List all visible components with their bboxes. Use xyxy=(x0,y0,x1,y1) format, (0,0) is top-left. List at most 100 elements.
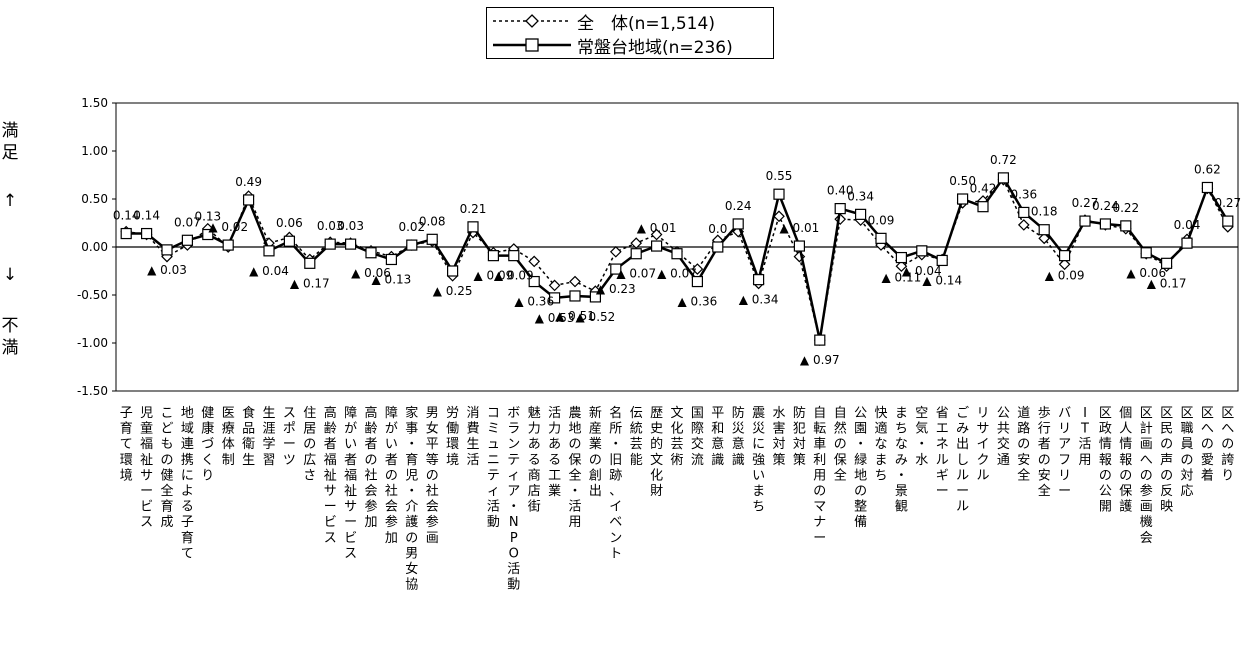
data-label: 0.09 xyxy=(868,213,895,227)
x-category-label: 歩行者の安全 xyxy=(1038,406,1051,499)
x-category-label: 快適なまち xyxy=(874,406,887,483)
point-region xyxy=(691,275,704,288)
x-category-label: 生涯学習 xyxy=(262,406,275,468)
point-region xyxy=(120,227,132,240)
side-label-satisfied: 満足 xyxy=(1,121,19,163)
x-category-label: 男女平等の社会参画 xyxy=(426,406,439,546)
x-category-label: 魅力ある商店街 xyxy=(528,406,541,515)
point-region xyxy=(304,257,316,269)
point-region xyxy=(875,232,887,244)
point-region xyxy=(1160,257,1173,269)
point-region xyxy=(732,218,744,230)
x-category-label: 公園・緑地の整備 xyxy=(854,406,867,530)
point-region xyxy=(956,193,969,205)
legend-marker-dotted-diamond-icon xyxy=(493,14,571,28)
x-category-label: 区政情報の公開 xyxy=(1099,406,1112,515)
data-label: 0.08 xyxy=(419,214,446,228)
x-category-label: 歴史的文化財 xyxy=(650,406,663,499)
point-region xyxy=(467,221,479,233)
data-label: ▲ 0.97 xyxy=(800,353,840,367)
point-region xyxy=(487,250,499,262)
point-overall xyxy=(1017,219,1030,231)
x-category-label: 児童福祉サービス xyxy=(140,406,153,530)
point-region xyxy=(508,250,520,262)
x-category-label: 高齢者福祉サービス xyxy=(324,405,337,546)
x-category-label: 防災意識 xyxy=(732,405,745,468)
x-category-label: 自然の保全 xyxy=(834,406,847,483)
x-category-label: 省エネルギー xyxy=(936,406,949,499)
x-category-label: 空気・水 xyxy=(915,406,928,468)
x-category-label: 伝統芸能 xyxy=(630,406,643,468)
x-category-label: 地域連携による子育て xyxy=(181,406,194,561)
data-label: ▲ 0.36 xyxy=(678,295,718,309)
legend-marker-solid-square-icon xyxy=(493,38,571,52)
data-label: 0.40 xyxy=(827,184,854,198)
point-region xyxy=(1140,247,1152,259)
data-label: ▲ 0.36 xyxy=(514,295,554,309)
x-category-label: 障がい者福祉サービス xyxy=(344,406,357,561)
point-region xyxy=(345,238,357,250)
data-label: ▲ 0.11 xyxy=(882,271,922,285)
data-label: ▲ 0.17 xyxy=(1147,276,1187,290)
data-label: ▲ 0.06 xyxy=(1126,266,1166,280)
x-category-label: 個人情報の保護 xyxy=(1119,406,1132,515)
point-region xyxy=(854,208,867,220)
data-label: 0.21 xyxy=(460,202,487,216)
data-label: 0.03 xyxy=(337,219,364,233)
y-tick-label: -0.50 xyxy=(77,288,108,302)
x-category-label: 防犯対策 xyxy=(793,405,806,468)
x-category-label: 水害対策 xyxy=(772,406,785,468)
x-category-label: リサイクル xyxy=(976,406,989,483)
data-label: ▲ 0.09 xyxy=(474,269,514,283)
point-region xyxy=(630,248,642,260)
x-category-label: ごみ出しルール xyxy=(956,405,969,515)
point-region xyxy=(447,265,459,277)
point-region xyxy=(263,245,275,257)
data-label: ▲ 0.17 xyxy=(290,276,330,290)
point-region xyxy=(1038,224,1050,236)
x-category-label: 自転車利用のマナー xyxy=(813,406,826,546)
data-label: 0.24 xyxy=(1092,199,1119,213)
point-overall xyxy=(569,275,581,288)
data-label: 0.62 xyxy=(1194,162,1221,176)
legend-label-region: 常盤台地域(n=236) xyxy=(577,37,733,58)
point-region xyxy=(589,291,602,303)
legend-item-overall: 全 体(n=1,514) xyxy=(491,10,715,34)
point-region xyxy=(793,240,806,252)
x-category-label: 公共交通 xyxy=(997,406,1010,468)
legend-label-overall: 全 体(n=1,514) xyxy=(577,13,715,34)
data-label: ▲ 0.51 xyxy=(555,309,595,323)
data-label: ▲ 0.09 xyxy=(1045,269,1085,283)
point-region xyxy=(222,239,234,251)
x-category-label: 消費生活 xyxy=(466,406,479,468)
point-overall xyxy=(528,255,541,268)
data-label: ▲ 0.07 xyxy=(657,267,697,281)
data-label: 0.13 xyxy=(194,210,221,224)
x-category-label: 区への誇り xyxy=(1221,406,1234,483)
x-category-label: 名所・旧跡、イベント xyxy=(609,405,622,561)
data-label: 0.07 xyxy=(174,215,201,229)
x-category-label: 労働環境 xyxy=(446,406,459,468)
point-region xyxy=(1181,237,1193,249)
point-region xyxy=(712,241,724,253)
point-region xyxy=(671,248,683,260)
data-label: ▲ 0.25 xyxy=(433,284,473,298)
x-category-label: 国際交流 xyxy=(691,406,704,468)
data-label: ▲ 0.04 xyxy=(902,264,942,278)
x-category-label: 家事・育児・介護の男女協 xyxy=(405,405,418,593)
data-label: 0.02 xyxy=(398,220,425,234)
data-label: ▲ 0.52 xyxy=(576,310,616,324)
point-overall xyxy=(548,279,561,292)
data-label: ▲ 0.53 xyxy=(535,311,575,325)
x-category-label: 区への愛着 xyxy=(1201,406,1214,483)
point-region xyxy=(141,227,153,240)
data-label: 0.72 xyxy=(990,153,1017,167)
point-region xyxy=(1099,218,1112,230)
point-region xyxy=(426,233,438,245)
point-region xyxy=(997,172,1010,184)
point-overall xyxy=(691,263,704,275)
point-region xyxy=(1079,215,1091,227)
point-region xyxy=(283,235,295,247)
x-category-label: 区職員の対応 xyxy=(1180,406,1193,499)
